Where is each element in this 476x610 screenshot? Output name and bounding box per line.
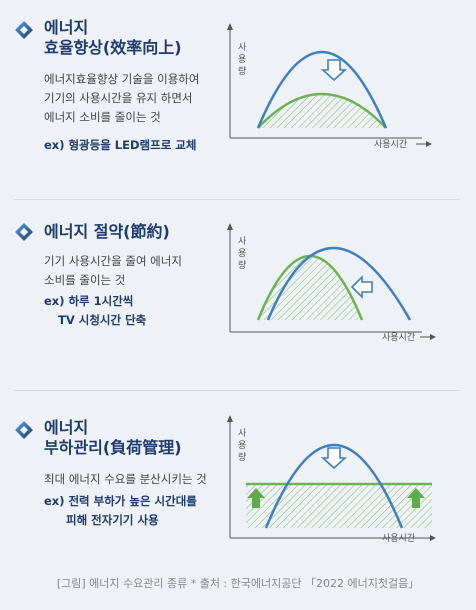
y-axis-label: 사 [238, 428, 247, 439]
x-axis-label: 사용시간 [374, 139, 407, 150]
desc-line: 에너지효율향상 기술을 이용하여 [44, 72, 200, 86]
example-line: ex) 하루 1시간씩 [44, 294, 134, 308]
panel-example: ex) 형광등을 LED램프로 교체 [44, 136, 196, 155]
y-axis-label: 량 [238, 259, 246, 271]
y-axis-arrow-icon [227, 415, 233, 422]
saving-chart: 사 용 량 사용시간 [227, 223, 436, 343]
y-axis-label: 량 [238, 451, 246, 463]
efficiency-chart: 사 용 량 사용시간 [227, 23, 432, 150]
example-line: ex) 형광등을 LED램프로 교체 [44, 138, 197, 152]
y-axis-label: 용 [238, 440, 246, 451]
down-arrow-icon [320, 447, 348, 470]
load-management-chart: 사 용 량 사용시간 [227, 415, 436, 544]
green-hatch-area [246, 484, 432, 528]
example-line: TV 시청시간 단축 [58, 313, 147, 327]
y-axis-label: 량 [238, 65, 246, 77]
green-curve [257, 92, 387, 129]
desc-line: 기기의 사용시간을 유지 하면서 [44, 91, 193, 105]
panel-description: 에너지효율향상 기술을 이용하여 기기의 사용시간을 유지 하면서 에너지 소비… [44, 70, 199, 127]
panel-title: 에너지 부하관리(負荷管理) [44, 418, 182, 458]
diamond-bullet-icon [15, 223, 33, 241]
desc-line: 기기 사용시간을 줄여 에너지 [44, 254, 182, 268]
panel-title: 에너지 절약(節約) [44, 222, 170, 242]
panel-load-management: 에너지 부하관리(負荷管理) 최대 에너지 수요를 분산시키는 것 ex) 전력… [0, 392, 476, 564]
panel-example: ex) 하루 1시간씩 TV 시청시간 단축 [44, 292, 146, 330]
y-axis-arrow-icon [227, 23, 233, 30]
title-line-1: 에너지 [44, 18, 89, 37]
title-line-1: 에너지 [44, 418, 89, 437]
x-axis-label: 사용시간 [382, 332, 415, 343]
y-axis-arrow-icon [227, 223, 233, 230]
y-axis-label: 사 [238, 236, 247, 247]
figure-caption: [그림] 에너지 수요관리 종류 * 출처 : 한국에너지공단 「2022 에너… [56, 577, 420, 590]
up-arrow-right-icon [407, 488, 425, 508]
title-line-2: 부하관리(負荷管理) [44, 438, 182, 457]
panel-description: 기기 사용시간을 줄여 에너지 소비를 줄이는 것 [44, 252, 182, 290]
x-axis-arrowhead-icon [430, 535, 436, 541]
x-axis-label: 사용시간 [382, 533, 415, 544]
blue-curve [264, 444, 404, 529]
desc-line: 에너지 소비를 줄이는 것 [44, 110, 161, 124]
panel-title: 에너지 효율향상(效率向上) [44, 18, 182, 58]
desc-line: 소비를 줄이는 것 [44, 273, 126, 287]
divider [14, 390, 460, 391]
x-axis-arrowhead-icon [430, 334, 436, 340]
blue-curve [266, 246, 412, 321]
diamond-bullet-icon [15, 21, 33, 39]
down-arrow-icon [320, 59, 348, 82]
panel-example: ex) 전력 부하가 높은 시간대를 피해 전자기기 사용 [44, 492, 197, 530]
example-line: ex) 전력 부하가 높은 시간대를 [44, 494, 197, 508]
diamond-bullet-icon [15, 421, 33, 439]
y-axis-label: 용 [238, 54, 246, 65]
y-axis-label: 사 [238, 42, 247, 53]
up-arrow-left-icon [247, 488, 265, 508]
blue-curve [256, 51, 388, 129]
panel-saving: 에너지 절약(節約) 기기 사용시간을 줄여 에너지 소비를 줄이는 것 ex)… [0, 200, 476, 390]
desc-line: 최대 에너지 수요를 분산시키는 것 [44, 472, 207, 486]
panel-efficiency: 에너지 효율향상(效率向上) 에너지효율향상 기술을 이용하여 기기의 사용시간… [0, 0, 476, 198]
title-line-2: 효율향상(效率向上) [44, 38, 182, 57]
panel-description: 최대 에너지 수요를 분산시키는 것 [44, 470, 207, 489]
title-line-1: 에너지 절약(節約) [44, 222, 170, 241]
example-line: 피해 전자기기 사용 [66, 513, 159, 527]
y-axis-label: 용 [238, 248, 246, 259]
divider [14, 199, 460, 200]
left-arrow-icon [350, 275, 373, 299]
x-axis-arrowhead-icon [426, 141, 432, 147]
